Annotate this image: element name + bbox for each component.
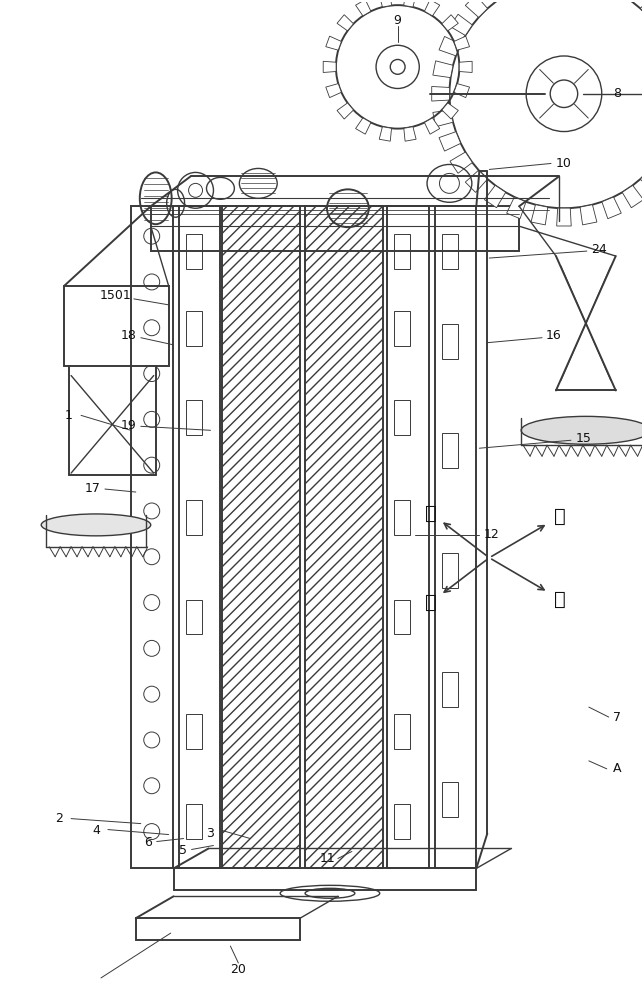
Polygon shape [507,197,526,219]
Polygon shape [379,127,392,141]
Bar [394,600,410,634]
Bar [186,234,201,269]
Bar [186,311,201,346]
Bar [394,311,410,346]
Polygon shape [484,185,505,208]
Polygon shape [433,110,453,127]
Polygon shape [337,103,354,119]
Text: 左: 左 [424,593,437,612]
Bar [442,672,458,707]
Text: 9: 9 [394,14,402,27]
Text: 后: 后 [424,504,437,523]
Polygon shape [442,15,458,31]
Polygon shape [323,61,336,72]
Bar [131,206,173,868]
Bar [222,206,300,868]
Bar [442,433,458,468]
Bar [394,500,410,535]
Polygon shape [356,118,371,134]
Bar [442,782,458,817]
Bar [442,324,458,359]
Text: 前: 前 [554,590,565,609]
Polygon shape [424,118,440,134]
Ellipse shape [41,514,150,536]
Polygon shape [466,0,487,17]
Text: 19: 19 [121,419,137,432]
Bar [186,804,201,839]
Text: 1501: 1501 [100,289,132,302]
Polygon shape [442,103,458,119]
Circle shape [550,80,577,108]
Text: 1: 1 [65,409,73,422]
Text: 右: 右 [554,507,565,526]
Polygon shape [337,15,354,31]
Text: A: A [613,762,621,775]
Bar [394,400,410,435]
Polygon shape [356,0,371,16]
Polygon shape [466,170,487,192]
Bar [179,206,221,868]
Polygon shape [439,36,461,56]
Bar [64,286,168,366]
Text: 2: 2 [55,812,63,825]
Bar [305,206,383,868]
Bar [394,714,410,749]
Bar [150,206,519,251]
Polygon shape [404,0,416,7]
Polygon shape [439,132,461,151]
Polygon shape [640,0,643,17]
Polygon shape [450,152,473,173]
Polygon shape [454,36,469,50]
Text: 18: 18 [121,329,137,342]
Bar [186,400,201,435]
Bar [174,868,476,890]
Text: 7: 7 [613,711,620,724]
Circle shape [390,59,405,74]
Polygon shape [459,61,472,72]
Bar [136,918,300,940]
Text: 16: 16 [546,329,562,342]
Polygon shape [640,170,643,192]
Polygon shape [404,127,416,141]
Text: 5: 5 [179,844,186,857]
Text: 8: 8 [613,87,620,100]
Polygon shape [622,185,643,208]
Bar [435,206,476,868]
Text: 15: 15 [576,432,592,445]
Polygon shape [602,197,621,219]
Bar [394,234,410,269]
Text: 3: 3 [206,827,214,840]
Bar [394,804,410,839]
Bar [186,500,201,535]
Bar [442,553,458,588]
Bar [186,714,201,749]
Polygon shape [326,84,341,98]
Polygon shape [454,84,469,98]
Text: 11: 11 [320,852,336,865]
Bar [442,234,458,269]
Polygon shape [450,14,473,35]
Polygon shape [484,0,505,2]
Bar [386,206,428,868]
Polygon shape [379,0,392,7]
Polygon shape [580,205,597,225]
Text: 24: 24 [591,243,607,256]
Text: 17: 17 [85,482,101,495]
Text: 6: 6 [144,836,152,849]
Polygon shape [326,36,341,50]
Text: 10: 10 [556,157,572,170]
Polygon shape [622,0,643,2]
Text: 20: 20 [230,963,246,976]
Bar [186,600,201,634]
Polygon shape [557,208,571,226]
Text: 4: 4 [92,824,100,837]
Polygon shape [433,61,453,78]
Polygon shape [424,0,440,16]
Text: 12: 12 [484,528,499,541]
Polygon shape [431,86,449,101]
Ellipse shape [521,416,643,444]
Polygon shape [531,205,548,225]
